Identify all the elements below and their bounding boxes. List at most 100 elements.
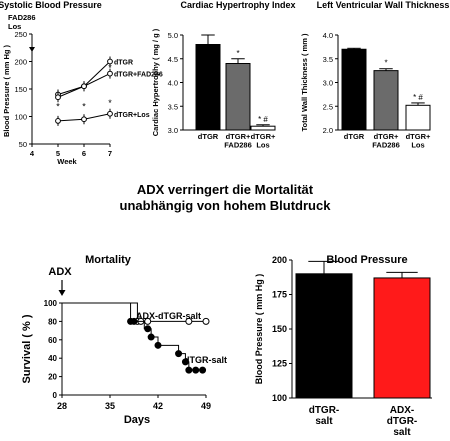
bp-y-label: Blood Pressure ( mm Hg ) xyxy=(254,274,264,385)
mortality-annotation: ADX xyxy=(48,266,72,278)
mortality-point xyxy=(202,317,210,325)
bp-y-tick-label: 175 xyxy=(272,290,287,300)
mortality-point xyxy=(175,350,183,358)
cardiac-significance-mark: * xyxy=(236,49,239,58)
sbp-point xyxy=(81,83,87,90)
cardiac-y-tick-label: 4.0 xyxy=(168,79,178,88)
sbp-point xyxy=(55,118,61,124)
cardiac-bar xyxy=(195,44,221,131)
mortality-point xyxy=(192,366,200,374)
mortality-x-tick-label: 49 xyxy=(201,401,211,411)
mortality-arrowhead xyxy=(58,290,66,296)
sbp-point xyxy=(81,116,87,123)
bp-bar xyxy=(373,277,431,399)
bp-y-tick-label: 125 xyxy=(272,359,287,369)
bp-category-label: dTGR- xyxy=(309,405,340,416)
sbp-significance-star: * xyxy=(108,63,112,73)
sbp-significance-star: * xyxy=(108,98,112,108)
mortality-y-tick-label: 0 xyxy=(53,391,58,400)
sbp-point xyxy=(55,94,61,101)
sbp-annotation: Los xyxy=(8,22,21,31)
mortality-point xyxy=(185,366,193,374)
sbp-y-tick-label: 150 xyxy=(14,85,27,94)
bp-y-tick-label: 200 xyxy=(272,255,287,265)
wall-y-tick-label: 3.5 xyxy=(323,55,333,64)
cardiac-bar xyxy=(225,63,251,131)
mortality-point xyxy=(185,317,193,325)
cardiac-title: Cardiac Hypertrophy Index xyxy=(180,0,295,10)
mortality-y-tick-label: 60 xyxy=(48,336,57,345)
wall-category-label: Los xyxy=(411,141,424,150)
mortality-y-tick-label: 40 xyxy=(48,354,57,363)
mortality-point xyxy=(199,366,207,374)
bp-category-label: dTGR- xyxy=(387,416,418,427)
sbp-x-tick-label: 7 xyxy=(108,149,112,158)
sbp-point xyxy=(107,70,113,77)
cardiac-y-label: Cardiac Hypertrophy ( mg / g ) xyxy=(151,28,160,136)
wall-category-label: dTGR xyxy=(344,132,365,141)
cardiac-y-tick-label: 4.5 xyxy=(168,55,178,64)
mortality-y-tick-label: 20 xyxy=(48,373,57,382)
mortality-y-tick-label: 80 xyxy=(48,317,57,326)
mortality-series-label: ADX-dTGR-salt xyxy=(136,311,201,321)
bp-category-label: salt xyxy=(315,416,333,427)
cardiac-category-label: FAD286 xyxy=(224,141,252,150)
mortality-series-label: dTGR-salt xyxy=(184,355,227,365)
headline-line1: ADX verringert die Mortalität xyxy=(137,182,314,197)
mortality-x-tick-label: 28 xyxy=(57,401,67,411)
wall-y-tick-label: 4.0 xyxy=(323,31,333,40)
wall-significance-mark: * # xyxy=(413,93,423,102)
sbp-series-label: dTGR+Los xyxy=(114,112,150,119)
sbp-series-label: dTGR xyxy=(114,60,133,67)
cardiac-category-label: dTGR xyxy=(198,132,219,141)
sbp-y-tick-label: 50 xyxy=(19,140,27,149)
mortality-x-label: Days xyxy=(124,414,150,426)
wall-title: Left Ventricular Wall Thickness xyxy=(317,0,450,10)
mortality-x-tick-label: 42 xyxy=(153,401,163,411)
cardiac-category-label: dTGR+ xyxy=(251,132,276,141)
cardiac-category-label: Los xyxy=(256,141,269,150)
sbp-y-label: Blood Pressure ( mm Hg ) xyxy=(2,44,11,137)
bp-category-label: salt xyxy=(393,427,411,438)
wall-y-label: Total Wall Thickness ( mm ) xyxy=(300,33,309,131)
wall-y-tick-label: 2.0 xyxy=(323,126,333,135)
wall-category-label: FAD286 xyxy=(372,141,400,150)
sbp-y-tick-label: 200 xyxy=(14,58,27,67)
wall-bar xyxy=(341,48,367,131)
mortality-point xyxy=(147,333,155,341)
mortality-point xyxy=(181,358,189,366)
bp-title: Blood Pressure xyxy=(326,254,407,266)
bp-category-label: ADX- xyxy=(390,405,414,416)
wall-significance-mark: * xyxy=(384,59,387,68)
sbp-significance-star: * xyxy=(56,102,60,112)
mortality-point xyxy=(144,325,152,333)
sbp-point xyxy=(107,58,113,65)
sbp-significance-star: * xyxy=(82,102,86,112)
sbp-x-tick-label: 5 xyxy=(56,149,60,158)
wall-bar xyxy=(373,70,399,131)
mortality-y-label: Survival ( % ) xyxy=(21,314,33,383)
wall-y-tick-label: 3.0 xyxy=(323,79,333,88)
headline-line2: unabhängig von hohem Blutdruck xyxy=(120,198,332,213)
sbp-point xyxy=(107,110,113,117)
sbp-x-tick-label: 4 xyxy=(30,149,35,158)
mortality-title: Mortality xyxy=(85,254,132,266)
mortality-point xyxy=(130,317,138,325)
bp-y-tick-label: 100 xyxy=(272,393,287,403)
bp-y-tick-label: 150 xyxy=(272,324,287,334)
cardiac-y-tick-label: 5.0 xyxy=(168,31,178,40)
sbp-series-label: dTGR+FAD286 xyxy=(114,72,163,79)
wall-category-label: dTGR+ xyxy=(406,132,431,141)
wall-y-tick-label: 2.5 xyxy=(323,102,333,111)
sbp-annotation: FAD286 xyxy=(8,13,36,22)
wall-bar xyxy=(405,104,431,131)
sbp-x-label: Week xyxy=(57,157,77,166)
sbp-title: Systolic Blood Pressure xyxy=(0,0,102,10)
sbp-y-tick-label: 100 xyxy=(14,113,27,122)
cardiac-bar xyxy=(250,125,276,131)
wall-category-label: dTGR+ xyxy=(374,132,399,141)
cardiac-significance-mark: * # xyxy=(258,115,268,124)
sbp-y-tick-label: 250 xyxy=(14,30,27,39)
cardiac-y-tick-label: 3.0 xyxy=(168,126,178,135)
